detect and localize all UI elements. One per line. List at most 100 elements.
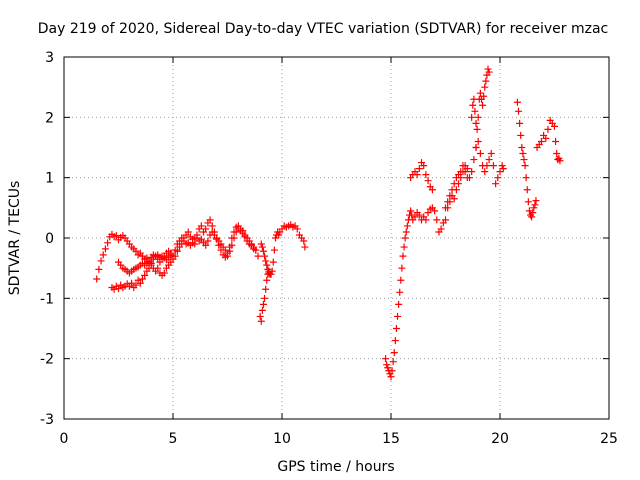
data-point	[461, 168, 469, 176]
y-tick-label: -1	[40, 291, 54, 307]
data-point	[516, 119, 524, 127]
data-point	[529, 209, 537, 217]
data-point	[401, 234, 409, 242]
data-point	[97, 257, 105, 265]
data-point	[498, 162, 506, 170]
data-point	[476, 150, 484, 158]
data-point	[420, 162, 428, 170]
data-point	[228, 241, 236, 249]
data-point	[424, 209, 432, 217]
x-tick-label: 10	[273, 431, 291, 447]
data-point	[471, 107, 479, 115]
data-point	[382, 355, 390, 363]
data-point	[394, 312, 402, 320]
y-axis-label: SDTVAR / TECUs	[7, 181, 23, 296]
data-point	[519, 150, 527, 158]
data-point	[271, 234, 279, 242]
data-point	[270, 246, 278, 254]
data-point	[470, 156, 478, 164]
data-point	[472, 144, 480, 151]
data-point	[459, 162, 467, 170]
data-point	[208, 222, 216, 230]
x-tick-label: 5	[169, 431, 178, 447]
data-point	[399, 252, 407, 260]
x-tick-label: 25	[600, 431, 618, 447]
y-tick-label: 3	[45, 50, 54, 66]
data-point	[400, 243, 408, 251]
data-point	[171, 246, 179, 254]
data-point	[257, 240, 265, 248]
data-point	[481, 168, 489, 176]
series-segment-3	[115, 247, 175, 277]
series-segment-1	[93, 216, 260, 283]
data-point	[433, 216, 441, 224]
data-point	[448, 186, 456, 194]
data-point	[145, 257, 153, 265]
data-points	[93, 65, 564, 381]
data-point	[263, 276, 271, 284]
data-point	[515, 107, 523, 115]
y-tick-label: 2	[45, 110, 54, 126]
series-segment-9	[468, 95, 480, 127]
data-point	[522, 174, 530, 182]
data-point	[470, 95, 478, 103]
series-segment-7	[442, 162, 471, 212]
data-point	[262, 285, 270, 293]
series-segment-8	[472, 65, 493, 151]
data-point	[422, 216, 430, 224]
data-point	[197, 235, 205, 243]
data-point	[472, 119, 480, 127]
data-point	[383, 361, 391, 369]
x-axis-label: GPS time / hours	[277, 459, 394, 475]
series-segment-2	[108, 221, 309, 325]
data-point	[258, 243, 266, 251]
data-point	[112, 232, 120, 240]
data-point	[384, 364, 392, 372]
data-point	[99, 251, 107, 259]
data-point	[463, 174, 471, 182]
data-point	[217, 246, 225, 254]
data-point	[247, 241, 255, 249]
series-segment-5	[382, 137, 507, 381]
data-point	[469, 101, 477, 109]
data-point	[301, 243, 309, 251]
data-point	[552, 137, 560, 145]
data-point	[520, 156, 528, 164]
data-point	[524, 198, 532, 206]
data-point	[422, 171, 430, 179]
data-point	[487, 150, 495, 158]
data-point	[241, 233, 249, 241]
data-point	[395, 300, 403, 308]
data-point	[224, 252, 231, 260]
data-point	[189, 239, 197, 247]
data-point	[101, 245, 109, 253]
data-point	[411, 213, 419, 221]
data-point	[468, 168, 476, 176]
data-point	[269, 258, 277, 266]
data-point	[528, 213, 536, 221]
data-point	[403, 222, 411, 230]
data-point	[468, 113, 476, 121]
data-point	[476, 89, 484, 97]
y-tick-label: 0	[45, 231, 54, 247]
data-point	[252, 246, 260, 254]
series-segment-10	[513, 98, 540, 221]
data-point	[424, 177, 432, 185]
data-point	[485, 156, 493, 164]
data-point	[553, 150, 561, 158]
data-point	[138, 275, 146, 283]
data-point	[413, 171, 421, 179]
data-point	[483, 162, 491, 170]
data-point	[391, 337, 399, 345]
x-tick-label: 20	[491, 431, 509, 447]
data-point	[210, 231, 218, 239]
data-point	[145, 264, 153, 272]
chart-title: Day 219 of 2020, Sidereal Day-to-day VTE…	[38, 21, 608, 37]
x-tick-label: 0	[60, 431, 69, 447]
data-point	[264, 265, 272, 273]
data-point	[104, 239, 112, 247]
data-point	[259, 247, 267, 255]
data-point	[442, 204, 449, 212]
data-point	[494, 174, 502, 182]
